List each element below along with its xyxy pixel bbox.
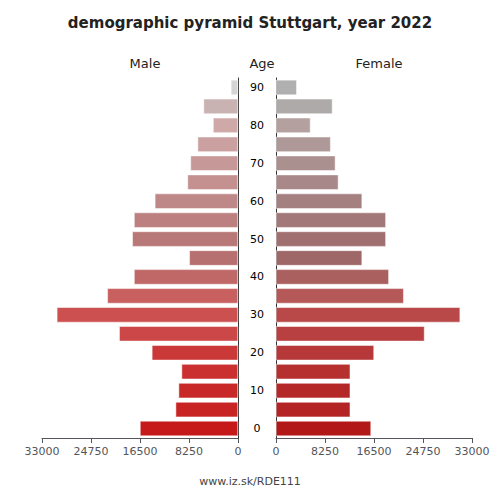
svg-text:0: 0 <box>235 445 242 458</box>
svg-text:Female: Female <box>355 56 402 71</box>
svg-text:0: 0 <box>273 445 280 458</box>
svg-text:90: 90 <box>250 81 264 94</box>
svg-text:16500: 16500 <box>123 445 158 458</box>
svg-text:8250: 8250 <box>311 445 339 458</box>
svg-text:24750: 24750 <box>406 445 441 458</box>
svg-text:40: 40 <box>250 270 264 283</box>
svg-text:10: 10 <box>250 384 264 397</box>
svg-text:demographic pyramid Stuttgart,: demographic pyramid Stuttgart, year 2022 <box>68 14 432 32</box>
svg-text:30: 30 <box>250 308 264 321</box>
svg-text:50: 50 <box>250 233 264 246</box>
svg-text:16500: 16500 <box>357 445 392 458</box>
svg-text:33000: 33000 <box>25 445 60 458</box>
svg-text:www.iz.sk/RDE111: www.iz.sk/RDE111 <box>199 475 301 488</box>
svg-text:Male: Male <box>130 56 161 71</box>
svg-text:24750: 24750 <box>74 445 109 458</box>
svg-text:33000: 33000 <box>455 445 490 458</box>
svg-text:60: 60 <box>250 195 264 208</box>
svg-text:70: 70 <box>250 157 264 170</box>
svg-text:Age: Age <box>249 56 274 71</box>
svg-text:80: 80 <box>250 119 264 132</box>
svg-text:0: 0 <box>254 422 261 435</box>
svg-text:8250: 8250 <box>175 445 203 458</box>
svg-text:20: 20 <box>250 346 264 359</box>
